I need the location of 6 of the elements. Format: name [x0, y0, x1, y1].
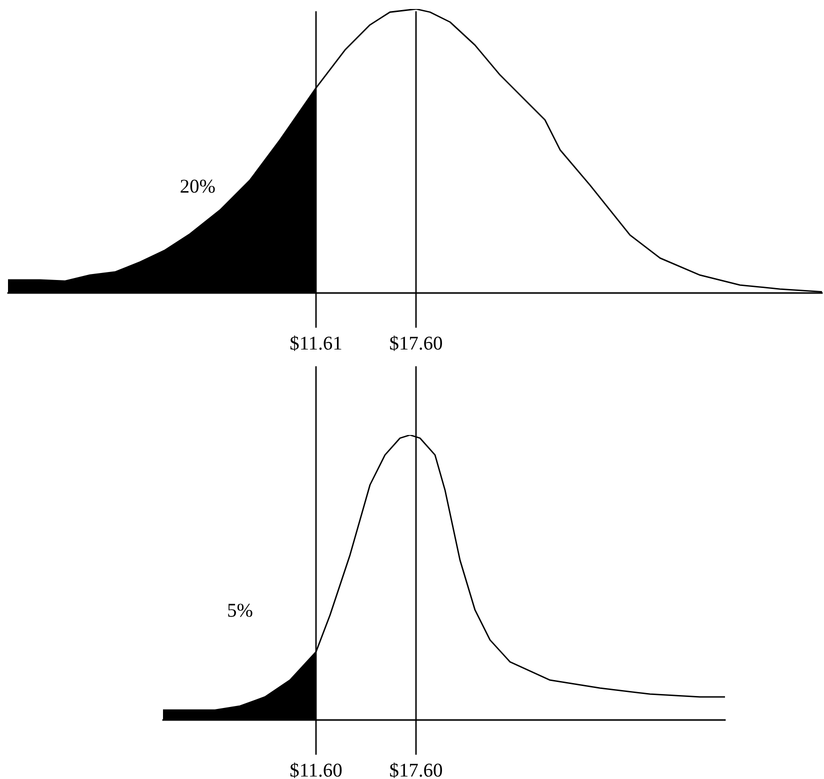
x-tick-label: $17.60 [390, 335, 442, 352]
x-tick-label: $11.60 [290, 762, 342, 778]
x-tick-label: $11.61 [290, 335, 342, 352]
annotation: 20% [180, 180, 215, 193]
annotation: 5% [228, 604, 252, 617]
x-tick-label: $17.60 [390, 762, 442, 778]
